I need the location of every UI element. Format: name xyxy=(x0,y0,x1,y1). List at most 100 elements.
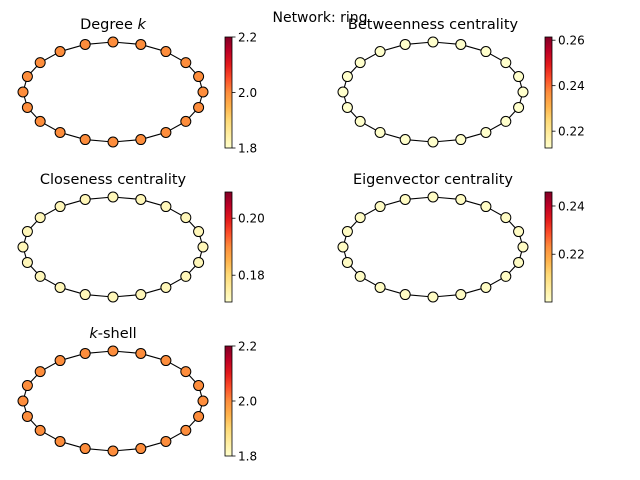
network-node xyxy=(79,347,91,359)
network-node xyxy=(399,134,411,146)
network-node xyxy=(193,380,205,392)
network-node xyxy=(399,38,411,50)
network-node xyxy=(160,435,172,447)
colorbar: 1.8 2.0 2.2 xyxy=(224,30,257,155)
colorbar-gradient xyxy=(544,191,553,303)
network-node xyxy=(180,57,192,69)
network-node xyxy=(455,193,467,205)
network-node xyxy=(34,270,46,282)
nodes xyxy=(337,191,529,303)
colorbar-tick-label: 1.8 xyxy=(238,449,257,463)
network-node xyxy=(427,36,439,48)
network-node xyxy=(517,241,529,253)
panel-title: Eigenvector centrality xyxy=(353,172,513,188)
network-node xyxy=(135,289,147,301)
network-node xyxy=(107,136,119,148)
network-node xyxy=(500,212,512,224)
network-node xyxy=(21,410,33,422)
network-node xyxy=(21,380,33,392)
network-node xyxy=(197,86,209,98)
network-node xyxy=(374,46,386,58)
network-node xyxy=(180,270,192,282)
edges xyxy=(22,196,204,298)
panel-title-part: Degree xyxy=(80,17,137,33)
network-node xyxy=(374,281,386,293)
network-node xyxy=(135,38,147,50)
network-node xyxy=(427,136,439,148)
colorbar-gradient xyxy=(544,36,553,149)
colorbar: 1.8 2.0 2.2 xyxy=(224,339,257,463)
panel-3: Closeness centrality 0.18 0.20 xyxy=(17,172,265,303)
network-node xyxy=(193,410,205,422)
network-node xyxy=(34,366,46,378)
network-node xyxy=(54,281,66,293)
colorbar-gradient xyxy=(224,345,233,457)
network-node xyxy=(21,256,33,268)
colorbar: 0.22 0.24 xyxy=(544,191,585,303)
network-node xyxy=(17,86,29,98)
colorbar-tick-label: 1.8 xyxy=(238,141,257,155)
network-node xyxy=(513,71,525,83)
network-node xyxy=(513,226,525,238)
network-node xyxy=(21,71,33,83)
colorbar-tick-label: 0.22 xyxy=(558,124,585,138)
network-node xyxy=(160,201,172,213)
network-node xyxy=(341,71,353,83)
network-node xyxy=(135,347,147,359)
network-node xyxy=(180,366,192,378)
network-node xyxy=(513,101,525,113)
network-node xyxy=(193,101,205,113)
edges xyxy=(342,41,524,143)
network-node xyxy=(480,281,492,293)
network-node xyxy=(34,212,46,224)
network-node xyxy=(34,115,46,127)
network-node xyxy=(480,126,492,138)
network-node xyxy=(54,46,66,58)
colorbar-gradient xyxy=(224,191,233,303)
edges xyxy=(342,196,524,298)
network-node xyxy=(54,435,66,447)
network-node xyxy=(54,355,66,367)
network-node xyxy=(17,241,29,253)
network-node xyxy=(354,57,366,69)
edges xyxy=(22,350,204,452)
nodes xyxy=(17,36,209,148)
network-node xyxy=(500,57,512,69)
edges xyxy=(22,41,204,143)
network-node xyxy=(341,101,353,113)
figure-suptitle: Network: ring xyxy=(272,10,367,26)
network-node xyxy=(54,201,66,213)
network-node xyxy=(34,424,46,436)
network-node xyxy=(455,289,467,301)
network-node xyxy=(354,212,366,224)
network-node xyxy=(107,191,119,203)
network-node xyxy=(34,57,46,69)
network-node xyxy=(160,126,172,138)
colorbar-tick-label: 0.24 xyxy=(558,199,585,213)
network-node xyxy=(399,289,411,301)
network-node xyxy=(374,201,386,213)
panel-title-part: Closeness centrality xyxy=(40,172,187,188)
network-node xyxy=(79,443,91,455)
network-node xyxy=(79,38,91,50)
network-node xyxy=(513,256,525,268)
network-node xyxy=(79,134,91,146)
colorbar-tick-label: 2.2 xyxy=(238,339,257,353)
network-node xyxy=(193,256,205,268)
network-node xyxy=(107,445,119,457)
colorbar-tick-label: 0.24 xyxy=(558,79,585,93)
colorbar-tick-label: 2.2 xyxy=(238,30,257,44)
network-node xyxy=(500,270,512,282)
network-node xyxy=(135,134,147,146)
network-node xyxy=(517,86,529,98)
network-node xyxy=(21,101,33,113)
panel-title-part: Betweenness centrality xyxy=(348,17,519,33)
network-node xyxy=(107,291,119,303)
network-node xyxy=(480,46,492,58)
network-node xyxy=(374,126,386,138)
network-node xyxy=(193,226,205,238)
panel-title-part: Eigenvector centrality xyxy=(353,172,513,188)
panel-title: Closeness centrality xyxy=(40,172,187,188)
panel-4: Eigenvector centrality 0.22 0.24 xyxy=(337,172,585,303)
